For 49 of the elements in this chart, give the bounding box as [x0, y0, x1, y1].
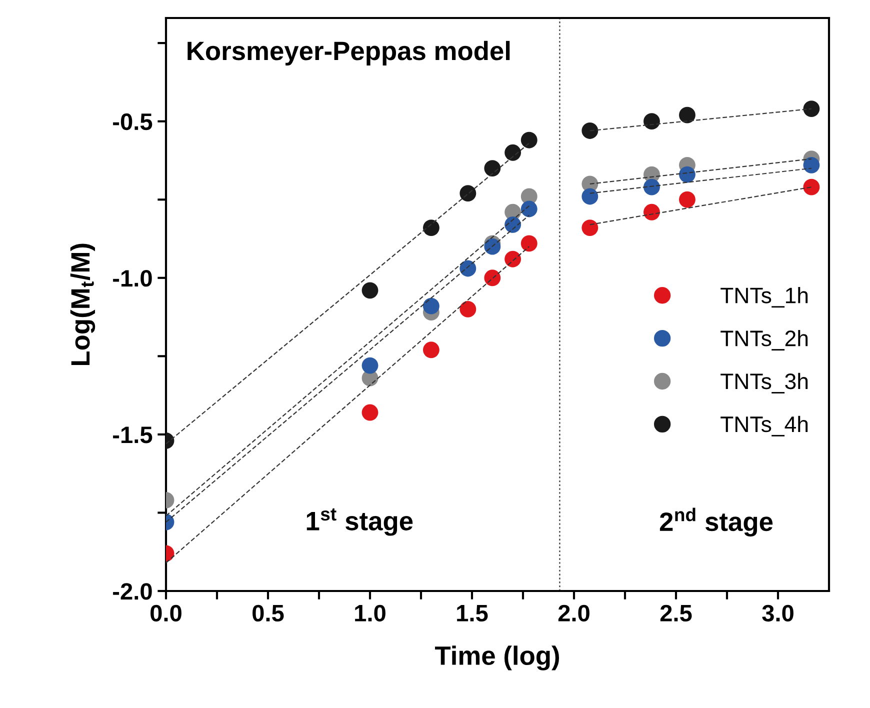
- x-tick-label: 1.0: [355, 604, 386, 622]
- point: [644, 113, 660, 130]
- point: [803, 100, 820, 118]
- point: [460, 185, 476, 202]
- point: [504, 250, 522, 268]
- annotation: 2$^{nd}$ stage: [660, 508, 773, 536]
- y-tick-label: -2.0: [113, 583, 152, 600]
- x-tick-label: 3.0: [762, 604, 794, 622]
- y-tick-label: -1.5: [113, 426, 152, 444]
- point: [484, 160, 501, 177]
- point: [803, 156, 820, 174]
- point: [679, 106, 696, 124]
- y-tick-label: -0.5: [113, 113, 152, 130]
- point: [644, 204, 660, 220]
- point: [460, 260, 476, 277]
- point: [803, 178, 820, 196]
- point: [679, 166, 696, 183]
- point: [362, 404, 378, 421]
- legend-label: TNTs_3h: [720, 372, 808, 394]
- text: Korsmeyer-Peppas model: [188, 40, 510, 66]
- point: [484, 238, 501, 255]
- legend-label: TNTs_2h: [720, 330, 808, 350]
- point: [422, 220, 440, 236]
- point: [520, 132, 538, 148]
- y-axis-title: Log(M$_{t}$/M): [70, 244, 96, 366]
- x-tick-label: 0.0: [150, 604, 182, 622]
- x-axis-title: Time (log): [434, 646, 559, 670]
- x-tick-label: 2.0: [558, 604, 590, 622]
- x-tick-label: 0.5: [252, 604, 284, 622]
- point: [582, 188, 598, 205]
- x-tick-label: 1.5: [457, 605, 488, 622]
- point: [679, 191, 696, 208]
- x-tick-label: 2.5: [660, 604, 692, 622]
- y-tick-label: -1.0: [113, 270, 152, 287]
- point: [484, 270, 501, 286]
- legend-label: TNTs_4h: [720, 416, 808, 436]
- point: [582, 122, 598, 139]
- point: [582, 220, 598, 236]
- legend-label: TNTs_1h: [720, 287, 808, 308]
- point: [422, 342, 440, 358]
- point: [504, 144, 522, 161]
- point: [422, 298, 440, 314]
- point: [644, 178, 660, 196]
- point: [460, 300, 476, 318]
- point: [520, 200, 538, 218]
- annotation: 1$^{st}$ stage: [306, 508, 413, 536]
- point: [362, 357, 378, 374]
- point: [520, 235, 538, 252]
- point: [362, 282, 378, 299]
